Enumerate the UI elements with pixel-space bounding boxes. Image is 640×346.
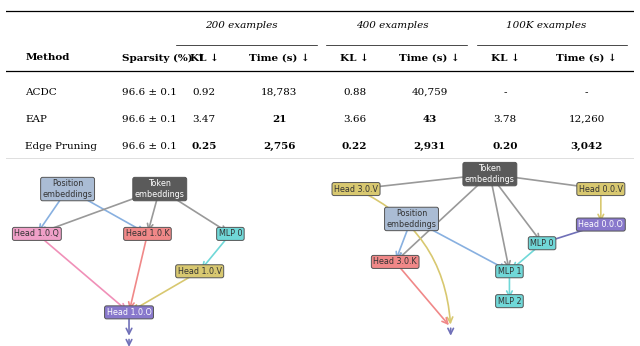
Text: -: -: [503, 88, 507, 97]
Text: MLP 0: MLP 0: [531, 239, 554, 248]
Text: Head 1.0.K: Head 1.0.K: [125, 229, 169, 238]
Text: Head 3.0.V: Head 3.0.V: [334, 184, 378, 193]
Text: MLP 1: MLP 1: [498, 267, 521, 276]
Text: Position
embeddings: Position embeddings: [43, 179, 93, 199]
Text: 40,759: 40,759: [412, 88, 448, 97]
Text: 0.20: 0.20: [492, 143, 518, 152]
Text: 2,756: 2,756: [263, 143, 296, 152]
Text: 200 examples: 200 examples: [205, 21, 278, 30]
Text: 3.78: 3.78: [493, 115, 516, 124]
Text: Time (s) ↓: Time (s) ↓: [399, 53, 460, 62]
Text: 12,260: 12,260: [568, 115, 605, 124]
Text: 43: 43: [422, 115, 437, 124]
Text: ACDC: ACDC: [25, 88, 57, 97]
Text: Head 1.0.O: Head 1.0.O: [107, 308, 152, 317]
Text: 21: 21: [272, 115, 287, 124]
Text: Head 3.0.K: Head 3.0.K: [373, 257, 417, 266]
Text: Head 0.0.O: Head 0.0.O: [579, 220, 623, 229]
Text: 3.47: 3.47: [193, 115, 216, 124]
Text: 100K examples: 100K examples: [506, 21, 586, 30]
Text: Token
embeddings: Token embeddings: [465, 164, 515, 184]
Text: Time (s) ↓: Time (s) ↓: [249, 53, 310, 62]
Text: 0.25: 0.25: [191, 143, 217, 152]
Text: 96.6 ± 0.1: 96.6 ± 0.1: [122, 88, 177, 97]
Text: Head 1.0.V: Head 1.0.V: [178, 267, 221, 276]
Text: Edge Pruning: Edge Pruning: [25, 143, 97, 152]
Text: 0.92: 0.92: [193, 88, 216, 97]
Text: Position
embeddings: Position embeddings: [387, 209, 436, 229]
Text: MLP 2: MLP 2: [498, 297, 521, 306]
Text: Head 1.0.Q: Head 1.0.Q: [15, 229, 60, 238]
Text: KL ↓: KL ↓: [189, 53, 218, 62]
Text: 400 examples: 400 examples: [356, 21, 428, 30]
Text: 96.6 ± 0.1: 96.6 ± 0.1: [122, 143, 177, 152]
Text: Method: Method: [25, 53, 70, 62]
Text: 0.22: 0.22: [342, 143, 367, 152]
Text: Token
embeddings: Token embeddings: [135, 179, 185, 199]
Text: -: -: [585, 88, 588, 97]
Text: KL ↓: KL ↓: [340, 53, 369, 62]
Text: 96.6 ± 0.1: 96.6 ± 0.1: [122, 115, 177, 124]
Text: KL ↓: KL ↓: [491, 53, 520, 62]
Text: Sparsity (%) ↑: Sparsity (%) ↑: [122, 53, 205, 63]
Text: 3,042: 3,042: [570, 143, 603, 152]
Text: MLP 0: MLP 0: [219, 229, 242, 238]
Text: 2,931: 2,931: [413, 143, 446, 152]
Text: Time (s) ↓: Time (s) ↓: [556, 53, 617, 62]
Text: Head 0.0.V: Head 0.0.V: [579, 184, 623, 193]
Text: 0.88: 0.88: [343, 88, 366, 97]
Text: EAP: EAP: [25, 115, 47, 124]
Text: 18,783: 18,783: [261, 88, 298, 97]
Text: 3.66: 3.66: [343, 115, 366, 124]
